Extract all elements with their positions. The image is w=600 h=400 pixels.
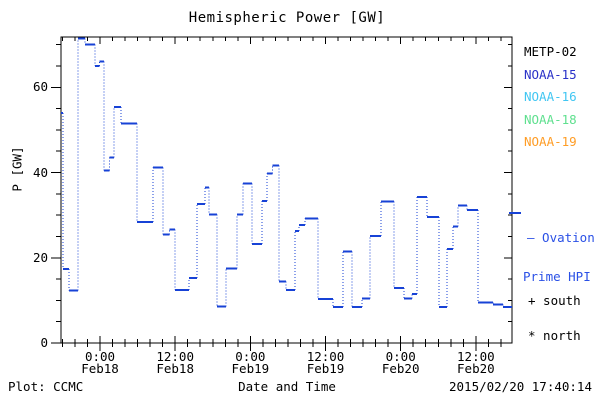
x-tick-label: 12:00 Feb19	[291, 349, 361, 376]
x-tick-label: 0:00 Feb18	[65, 349, 135, 376]
legend-item-noaa-16: NOAA-16	[524, 89, 577, 104]
x-tick-label: 12:00 Feb20	[441, 349, 511, 376]
ovation-label-line1: — Ovation	[527, 230, 595, 245]
x-tick-date: Feb20	[457, 361, 495, 376]
y-tick-label-40: 40	[32, 164, 48, 180]
x-tick-date: Feb19	[231, 361, 270, 376]
x-tick-label: 12:00 Feb18	[140, 349, 210, 376]
footer-plot-source: Plot: CCMC	[8, 379, 84, 394]
south-marker-label: + south	[528, 293, 581, 308]
x-tick-label: 0:00 Feb20	[366, 349, 436, 376]
x-tick-time: 0:00	[385, 349, 416, 364]
x-tick-date: Feb19	[306, 361, 345, 376]
y-tick-label-60: 60	[32, 79, 48, 95]
y-tick-label-20: 20	[32, 249, 48, 265]
x-axis-title: Date and Time	[238, 379, 336, 394]
x-tick-label: 0:00 Feb19	[215, 349, 285, 376]
x-tick-time: 12:00	[306, 349, 345, 364]
legend-item-noaa-18: NOAA-18	[524, 111, 577, 127]
x-tick-time: 0:00	[84, 349, 116, 364]
legend-item-noaa-19: NOAA-19	[524, 134, 577, 149]
ovation-label-line2: Prime HPI	[523, 269, 591, 284]
y-tick-label-0: 0	[40, 335, 48, 350]
x-tick-date: Feb18	[81, 361, 119, 376]
north-marker-label: * north	[528, 328, 581, 343]
chart-title: Hemispheric Power [GW]	[188, 10, 386, 26]
legend-item-noaa-15: NOAA-15	[524, 66, 577, 82]
x-tick-date: Feb20	[381, 361, 420, 376]
ovation-prime-hpi-label: — Ovation Prime HPI	[523, 205, 595, 309]
x-tick-time: 12:00	[457, 349, 495, 364]
x-tick-date: Feb18	[156, 361, 194, 376]
legend-item-metp-02: METP-02	[524, 44, 577, 59]
x-tick-time: 12:00	[156, 349, 194, 364]
x-tick-time: 0:00	[235, 349, 266, 364]
footer-timestamp: 2015/02/20 17:40:14	[449, 379, 592, 394]
